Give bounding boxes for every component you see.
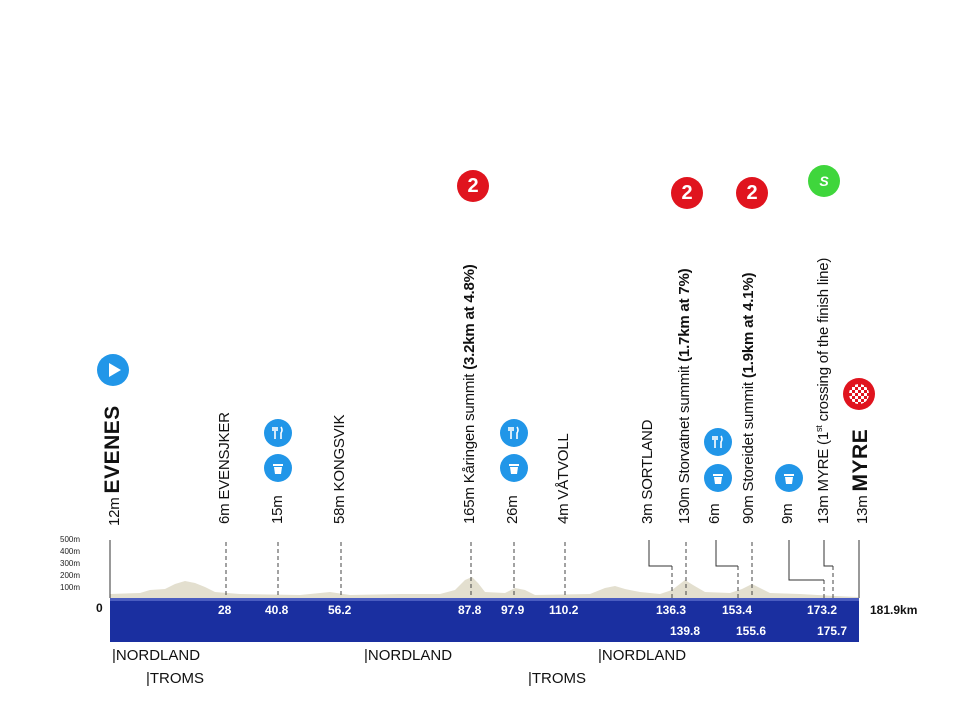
region-label: |TROMS: [146, 670, 205, 687]
waypoint-storeidet: 90m Storeidet summit (1.9km at 4.1%): [740, 273, 757, 524]
feed-zone-icon: [704, 428, 732, 456]
feed-zone-icon: [264, 419, 292, 447]
climb-name: 90m Storeidet summit: [740, 382, 757, 524]
region-label: |NORDLAND: [598, 647, 687, 664]
elbow-waste2: [788, 540, 824, 581]
waypoint-altitude: 12m: [106, 497, 123, 526]
km-marker: 175.7: [817, 624, 848, 638]
waste-zone-icon: [704, 464, 732, 492]
feed-zone-icon: [500, 419, 528, 447]
kom-category-badge: 2: [736, 177, 768, 209]
axis-label-300: 300m: [60, 559, 81, 568]
waypoint-evensjker: 6m EVENSJKER: [216, 412, 233, 524]
kom-category-badge: 2: [671, 177, 703, 209]
climb-stats: (3.2km at 4.8%): [461, 264, 478, 370]
waypoint-waste2: 9m: [779, 503, 796, 524]
km-marker: 56.2: [328, 603, 352, 617]
waste-zone-icon: [775, 464, 803, 492]
km-marker: 110.2: [549, 603, 579, 617]
waypoint-feed2: 26m: [504, 495, 521, 524]
climb-stats: (1.9km at 4.1%): [740, 272, 757, 379]
region-label: |NORDLAND: [112, 647, 201, 664]
region-label: |NORDLAND: [364, 647, 453, 664]
start-icon: [97, 354, 129, 386]
km-marker: 28: [218, 603, 232, 617]
waypoint-altitude: 13m: [854, 495, 871, 524]
waypoint-finish: 13m MYRE: [849, 429, 873, 524]
waypoint-feed1: 15m: [269, 495, 286, 524]
climb-stats: (1.7km at 7%): [676, 268, 693, 362]
kom-category-badge: 2: [457, 170, 489, 202]
terrain-shape: [110, 577, 858, 598]
waypoint-kongsvik: 58m KONGSVIK: [331, 414, 348, 524]
axis-label-400: 400m: [60, 547, 81, 556]
axis-label-200: 200m: [60, 571, 81, 580]
elbow-myre1: [823, 540, 833, 567]
waypoint-waste1: 6m: [706, 503, 723, 524]
climb-name: 165m Kåringen summit: [461, 373, 478, 524]
km-marker: 173.2: [807, 603, 838, 617]
km-marker: 87.8: [458, 603, 482, 617]
waypoint-vatvoll: 4m VÅTVOLL: [555, 433, 572, 524]
elbow-waste1: [715, 540, 738, 567]
climb-name: 130m Storvatnet summit: [676, 365, 693, 524]
region-label: |TROMS: [528, 670, 587, 687]
start-town: EVENES: [101, 405, 124, 494]
km-marker: 40.8: [265, 603, 289, 617]
zero-label: 0: [96, 601, 103, 615]
total-distance: 181.9km: [870, 603, 918, 617]
crossing-note-post: crossing of the finish line): [815, 257, 832, 426]
waste-zone-icon: [500, 454, 528, 482]
km-marker: 153.4: [722, 603, 753, 617]
waypoint-name: 13m MYRE: [815, 448, 832, 524]
km-marker: 136.3: [656, 603, 687, 617]
waste-zone-icon: [264, 454, 292, 482]
km-marker: 97.9: [501, 603, 525, 617]
waypoint-storvatnet: 130m Storvatnet summit (1.7km at 7%): [676, 269, 693, 524]
elbow-sortland: [648, 540, 672, 567]
course-bar-top: [110, 598, 859, 601]
waypoint-myre-crossing: 13m MYRE (1st crossing of the finish lin…: [814, 258, 832, 524]
finish-town: MYRE: [849, 428, 872, 492]
crossing-note-pre: (1: [815, 432, 832, 445]
axis-label-500: 500m: [60, 535, 81, 544]
km-marker: 139.8: [670, 624, 701, 638]
km-marker: 155.6: [736, 624, 767, 638]
sprint-badge: S: [808, 165, 840, 197]
crossing-note-sup: st: [814, 425, 824, 432]
waypoint-sortland: 3m SORTLAND: [639, 419, 656, 524]
finish-flag-icon: [843, 378, 875, 410]
waypoint-karingen: 165m Kåringen summit (3.2km at 4.8%): [461, 264, 478, 524]
sprint-label: S: [819, 173, 829, 189]
axis-label-100: 100m: [60, 583, 81, 592]
waypoint-start: 12m EVENES: [101, 405, 125, 526]
course-bar: [110, 598, 859, 642]
